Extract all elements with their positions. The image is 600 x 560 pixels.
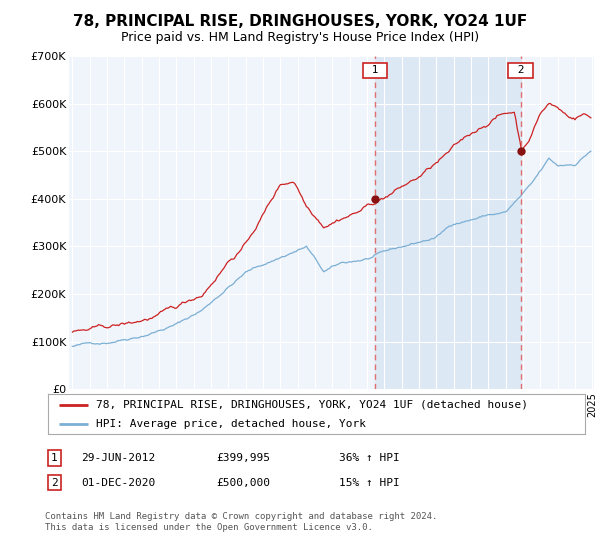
Text: Price paid vs. HM Land Registry's House Price Index (HPI): Price paid vs. HM Land Registry's House … [121, 31, 479, 44]
Text: 78, PRINCIPAL RISE, DRINGHOUSES, YORK, YO24 1UF (detached house): 78, PRINCIPAL RISE, DRINGHOUSES, YORK, Y… [97, 400, 529, 410]
Text: £399,995: £399,995 [216, 453, 270, 463]
Bar [375, 56, 521, 389]
Text: Contains HM Land Registry data © Crown copyright and database right 2024.
This d: Contains HM Land Registry data © Crown c… [45, 512, 437, 532]
Text: 2: 2 [511, 66, 531, 75]
Text: 1: 1 [51, 453, 58, 463]
Text: 2: 2 [51, 478, 58, 488]
Text: 1: 1 [365, 66, 385, 75]
Text: 29-JUN-2012: 29-JUN-2012 [81, 453, 155, 463]
Text: 15% ↑ HPI: 15% ↑ HPI [339, 478, 400, 488]
Text: 78, PRINCIPAL RISE, DRINGHOUSES, YORK, YO24 1UF: 78, PRINCIPAL RISE, DRINGHOUSES, YORK, Y… [73, 14, 527, 29]
Text: £500,000: £500,000 [216, 478, 270, 488]
Text: 36% ↑ HPI: 36% ↑ HPI [339, 453, 400, 463]
Text: 01-DEC-2020: 01-DEC-2020 [81, 478, 155, 488]
Text: HPI: Average price, detached house, York: HPI: Average price, detached house, York [97, 419, 367, 429]
